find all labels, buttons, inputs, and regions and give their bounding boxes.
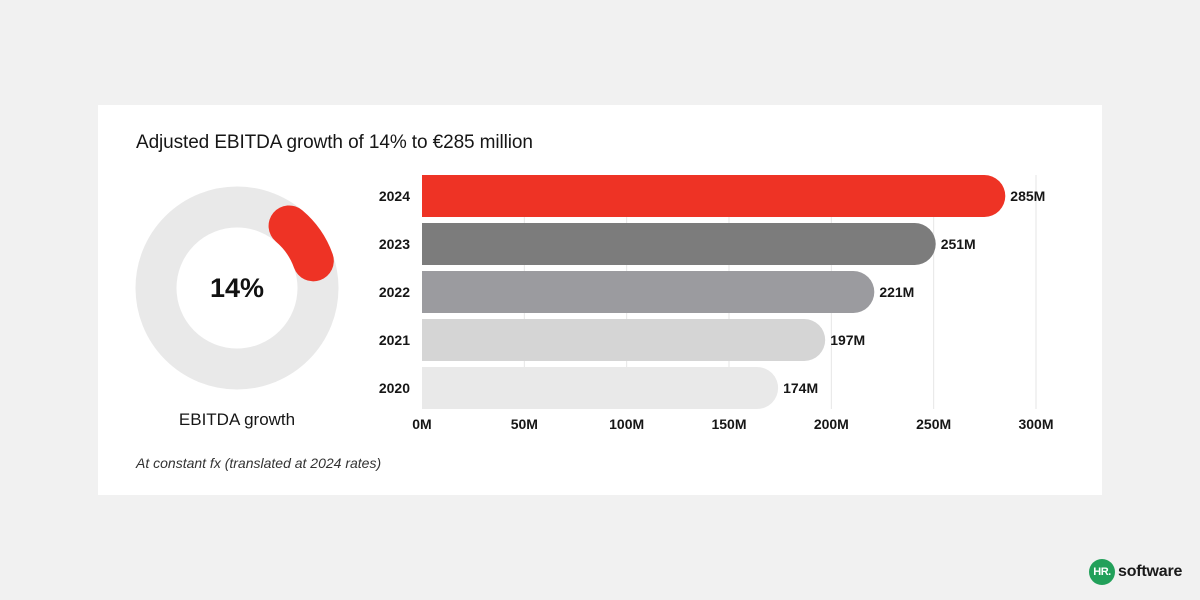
bar-2021 [422,319,826,361]
donut-growth-arc [268,205,334,282]
value-label: 174M [783,380,818,396]
category-label: 2021 [379,332,410,348]
donut-svg [135,186,339,390]
category-label: 2024 [379,188,410,204]
x-tick-label: 50M [511,416,538,432]
category-label: 2022 [379,284,410,300]
chart-card: Adjusted EBITDA growth of 14% to €285 mi… [98,105,1102,495]
footnote: At constant fx (translated at 2024 rates… [136,455,382,471]
x-tick-label: 300M [1018,416,1053,432]
x-tick-label: 250M [916,416,951,432]
category-label: 2020 [379,380,410,396]
donut-caption: EBITDA growth [178,410,296,429]
brand-logo: HR. software [1089,559,1182,585]
x-tick-label: 200M [814,416,849,432]
value-label: 221M [879,284,914,300]
donut-value: 14% [209,273,265,303]
brand-name: software [1118,563,1183,580]
bar-2022 [422,271,875,313]
value-label: 251M [941,236,976,252]
x-tick-label: 150M [711,416,746,432]
value-label: 197M [830,332,865,348]
bar-2023 [422,223,936,265]
category-label: 2023 [379,236,410,252]
brand-badge-icon: HR. [1089,559,1115,585]
value-label: 285M [1010,188,1045,204]
bar-2024 [422,175,1006,217]
bar-2020 [422,367,779,409]
chart-title: Adjusted EBITDA growth of 14% to €285 mi… [136,132,533,153]
x-tick-label: 0M [412,416,431,432]
bar-chart: 2024 285M 2023 251M 2022 221M 2021 197M 2020 174M… [379,175,1054,432]
x-tick-label: 100M [609,416,644,432]
donut-track [135,186,339,390]
donut-chart: 14% [134,185,340,391]
